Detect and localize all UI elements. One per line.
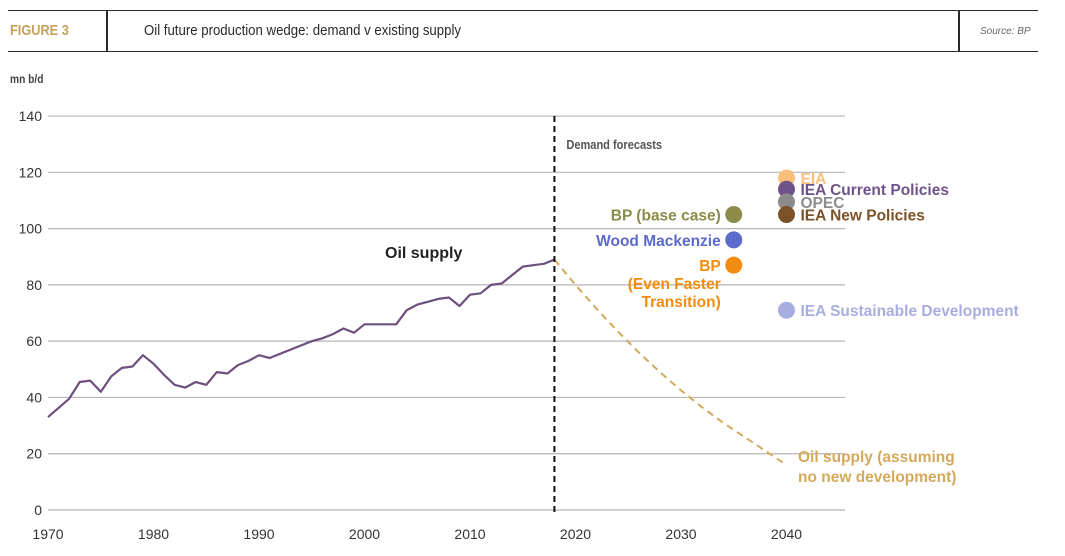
y-tick-label: 100 xyxy=(19,221,43,237)
oil-supply-line xyxy=(47,258,555,418)
forecast-dot-iea-sustainable-development xyxy=(778,301,795,319)
oil-supply-label: Oil supply xyxy=(385,245,462,262)
forecast-dot-opec xyxy=(778,193,795,211)
annotations: Oil supply Oil supply (assuming no new dev… xyxy=(385,171,1019,486)
x-tick-label: 2040 xyxy=(771,526,802,542)
gridlines xyxy=(48,115,845,511)
forecast-dot-bp-base-case xyxy=(725,206,743,224)
forecast-dot-iea-new-policies xyxy=(778,206,795,224)
forecast-label-bp-base-case: BP (base case) xyxy=(611,208,721,225)
forecast-label-iea-sustainable-development: IEA Sustainable Development xyxy=(801,303,1019,320)
oil-supply-no-new-development-label: Oil supply (assuming xyxy=(798,449,955,466)
source-note: Source: BP xyxy=(980,26,1031,37)
figure-title: Oil future production wedge: demand v ex… xyxy=(144,22,461,39)
forecast-label-eia: EIA xyxy=(801,171,827,188)
x-tick-label: 1990 xyxy=(243,526,274,542)
x-axis-ticks: 1970 1980 1990 2000 2010 2020 2030 2040 xyxy=(32,526,802,542)
forecast-dot-wood-mackenzie xyxy=(725,231,743,249)
x-tick-label: 2010 xyxy=(454,526,485,542)
oil-supply-no-new-development-label: no new development) xyxy=(798,469,956,486)
y-tick-label: 40 xyxy=(26,389,42,405)
forecast-label-bp-even-faster-transition: (Even Faster xyxy=(628,276,721,293)
y-tick-label: 0 xyxy=(34,502,42,518)
forecast-points xyxy=(725,169,795,319)
y-tick-label: 120 xyxy=(19,164,43,180)
figure-label: FIGURE 3 xyxy=(10,22,69,39)
series-lines xyxy=(47,258,788,466)
forecast-label-bp-even-faster-transition: Transition) xyxy=(642,294,721,311)
forecast-label-opec: OPEC xyxy=(801,195,845,212)
forecast-dot-iea-current-policies xyxy=(778,180,795,198)
y-tick-label: 140 xyxy=(19,108,43,124)
x-tick-label: 2030 xyxy=(665,526,696,542)
y-axis-unit-label: mn b/d xyxy=(10,72,44,86)
y-tick-label: 60 xyxy=(26,333,42,349)
header-divider xyxy=(106,11,108,51)
oil-supply-no-new-development-line xyxy=(553,258,788,466)
forecast-label-bp-even-faster-transition: BP xyxy=(699,258,721,275)
demand-forecasts-label: Demand forecasts xyxy=(566,137,662,152)
forecast-label-iea-current-policies: IEA Current Policies xyxy=(801,182,949,199)
forecast-label-iea-new-policies: IEA New Policies xyxy=(801,208,925,225)
y-tick-label: 20 xyxy=(26,446,42,462)
y-tick-label: 80 xyxy=(26,277,42,293)
x-tick-label: 1980 xyxy=(138,526,169,542)
x-tick-label: 1970 xyxy=(32,526,63,542)
figure-header: FIGURE 3 Oil future production wedge: de… xyxy=(8,10,1038,52)
forecast-dot-bp-even-faster-transition xyxy=(725,256,743,274)
forecast-label-wood-mackenzie: Wood Mackenzie xyxy=(596,233,721,250)
x-tick-label: 2000 xyxy=(349,526,380,542)
x-tick-label: 2020 xyxy=(560,526,591,542)
header-divider xyxy=(958,11,960,51)
y-axis-ticks: 0 20 40 60 80 100 120 140 xyxy=(19,108,43,518)
forecast-divider: Demand forecasts xyxy=(553,116,662,512)
